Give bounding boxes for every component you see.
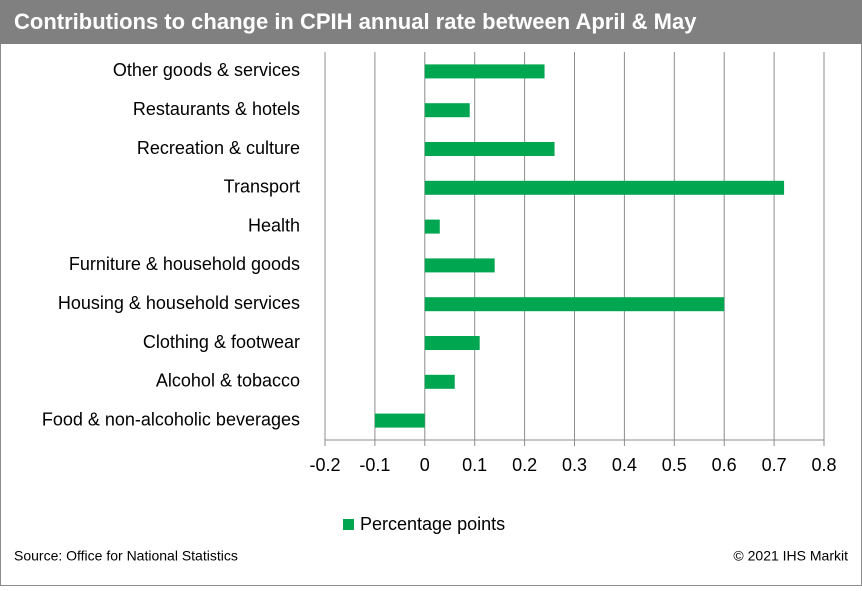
- bar: [424, 180, 785, 195]
- y-tick-label: Recreation & culture: [137, 138, 300, 158]
- bar: [374, 413, 425, 428]
- legend-swatch: [343, 519, 354, 530]
- bar: [424, 142, 555, 156]
- x-tick-label: 0.4: [612, 455, 637, 475]
- legend-label: Percentage points: [360, 514, 505, 534]
- x-tick-label: 0.5: [662, 455, 687, 475]
- y-tick-label: Housing & household services: [58, 293, 300, 313]
- x-tick-label: 0: [420, 455, 430, 475]
- x-tick-label: 0.7: [762, 455, 787, 475]
- x-tick-label: -0.1: [359, 455, 390, 475]
- x-tick-label: 0.1: [462, 455, 487, 475]
- bar: [424, 336, 480, 350]
- x-tick-label: 0.2: [512, 455, 537, 475]
- x-tick-label: 0.8: [811, 455, 836, 475]
- bar: [424, 258, 495, 273]
- x-tick-label: 0.3: [562, 455, 587, 475]
- title-bar: [0, 0, 862, 44]
- y-tick-label: Transport: [224, 177, 300, 197]
- y-tick-label: Alcohol & tobacco: [156, 371, 300, 391]
- chart-title: Contributions to change in CPIH annual r…: [14, 9, 697, 34]
- y-tick-label: Food & non-alcoholic beverages: [42, 409, 300, 429]
- copyright: © 2021 IHS Markit: [733, 548, 848, 564]
- bar: [424, 64, 545, 79]
- x-tick-label: 0.6: [712, 455, 737, 475]
- bar: [424, 219, 440, 234]
- bar: [424, 297, 725, 312]
- y-tick-label: Other goods & services: [113, 60, 300, 80]
- y-tick-label: Restaurants & hotels: [133, 99, 300, 119]
- y-tick-label: Clothing & footwear: [143, 332, 300, 352]
- y-tick-label: Health: [248, 215, 300, 235]
- bar: [424, 374, 455, 389]
- y-tick-label: Furniture & household goods: [69, 254, 300, 274]
- source: Source: Office for National Statistics: [14, 548, 238, 564]
- x-tick-label: -0.2: [309, 455, 340, 475]
- bar: [424, 103, 470, 118]
